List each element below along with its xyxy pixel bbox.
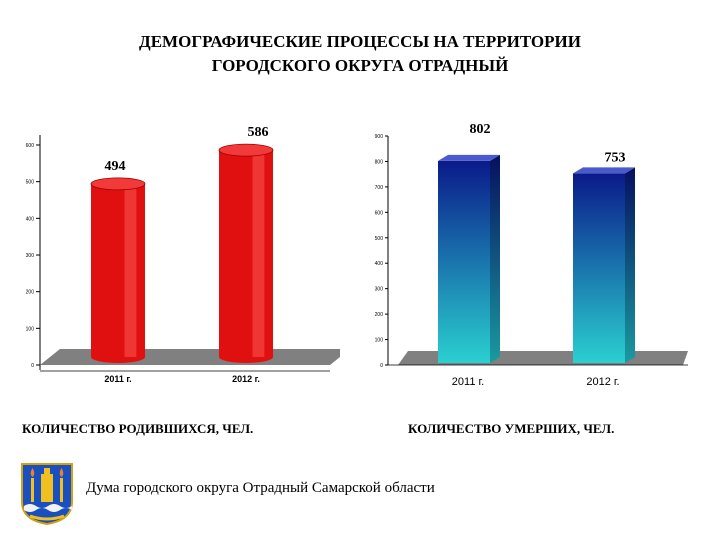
births-bar-highlight bbox=[124, 183, 137, 357]
deaths-bar-front bbox=[438, 160, 490, 363]
births-bar-1 bbox=[218, 143, 274, 363]
deaths-bar-front bbox=[573, 173, 625, 363]
deaths-bar-top bbox=[438, 154, 500, 161]
deaths-chart: 0 100 200 300 400 500 600 700 800 900 802 2011 г. 75… bbox=[375, 122, 688, 388]
footer-text: Дума городского округа Отрадный Самарско… bbox=[86, 480, 435, 496]
births-y-tick-label: 200 bbox=[26, 290, 35, 296]
deaths-bar-side bbox=[625, 167, 635, 363]
deaths-y-tick-label: 100 bbox=[375, 338, 384, 344]
births-bar-top bbox=[218, 143, 274, 157]
births-caption: КОЛИЧЕСТВО РОДИВШИХСЯ, ЧЕЛ. bbox=[22, 421, 254, 436]
deaths-y-tick-label: 800 bbox=[375, 159, 384, 165]
deaths-data-label: 753 bbox=[605, 150, 626, 165]
page-title: ДЕМОГРАФИЧЕСКИЕ ПРОЦЕССЫ НА ТЕРРИТОРИИ Г… bbox=[0, 30, 720, 78]
deaths-bar-0 bbox=[438, 154, 500, 363]
births-bar-highlight bbox=[252, 150, 265, 357]
deaths-bar-side bbox=[490, 154, 500, 363]
births-data-label: 586 bbox=[248, 125, 269, 140]
births-bar-0 bbox=[90, 177, 146, 363]
births-bar-bottom bbox=[219, 351, 273, 363]
deaths-y-tick-label: 500 bbox=[375, 236, 384, 242]
births-data-label: 494 bbox=[105, 159, 126, 174]
city-emblem-icon bbox=[21, 463, 73, 526]
births-y-tick-label: 500 bbox=[26, 180, 35, 186]
deaths-category-label: 2011 г. bbox=[452, 376, 484, 388]
deaths-category-label: 2012 г. bbox=[586, 376, 619, 388]
deaths-y-tick-label: 900 bbox=[375, 134, 384, 140]
births-y-tick-label: 0 bbox=[31, 363, 34, 369]
deaths-data-label: 802 bbox=[470, 122, 491, 137]
births-bar-body bbox=[219, 150, 273, 357]
deaths-y-tick-label: 700 bbox=[375, 185, 384, 191]
births-floor bbox=[40, 349, 340, 365]
births-bar-body bbox=[91, 183, 145, 357]
title-line-2: ГОРОДСКОГО ОКРУГА ОТРАДНЫЙ bbox=[211, 56, 509, 75]
births-bar-top bbox=[90, 177, 146, 191]
deaths-y-tick-label: 600 bbox=[375, 210, 384, 216]
births-y-tick-label: 400 bbox=[26, 216, 35, 222]
births-bar-bottom bbox=[91, 351, 145, 363]
deaths-y-tick-label: 200 bbox=[375, 312, 384, 318]
births-y-tick-label: 100 bbox=[26, 326, 35, 332]
deaths-bar-1 bbox=[573, 167, 635, 363]
deaths-y-tick-label: 300 bbox=[375, 287, 384, 293]
births-category-label: 2011 г. bbox=[104, 374, 131, 384]
deaths-caption: КОЛИЧЕСТВО УМЕРШИХ, ЧЕЛ. bbox=[408, 421, 615, 436]
births-y-tick-label: 600 bbox=[26, 143, 35, 149]
births-chart: 0 100 200 300 400 500 600 494 2011 г. 586 2012 г. bbox=[26, 125, 340, 384]
title-line-1: ДЕМОГРАФИЧЕСКИЕ ПРОЦЕССЫ НА ТЕРРИТОРИИ bbox=[139, 32, 581, 51]
births-y-tick-label: 300 bbox=[26, 253, 35, 259]
deaths-y-tick-label: 0 bbox=[380, 363, 383, 369]
deaths-bar-top bbox=[573, 167, 635, 174]
deaths-y-tick-label: 400 bbox=[375, 261, 384, 267]
births-category-label: 2012 г. bbox=[232, 374, 260, 384]
